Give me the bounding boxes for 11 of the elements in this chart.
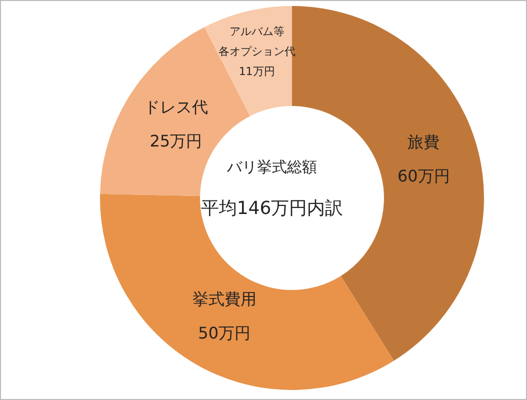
data-label: 50万円 — [198, 324, 251, 343]
data-label: 11万円 — [238, 65, 275, 78]
text: バリ挙式総額 — [226, 158, 317, 176]
slice-label: 旅費 — [408, 132, 440, 152]
donut-slice — [100, 194, 394, 390]
data-label: 25万円 — [150, 132, 202, 151]
slice-label: 挙式費用 — [192, 290, 256, 309]
text: 平均146万円内訳 — [200, 198, 344, 219]
slice-label: ドレス代 — [144, 98, 208, 117]
data-label: 60万円 — [397, 166, 450, 186]
slice-label: アルバム等各オプション代 — [218, 25, 296, 58]
